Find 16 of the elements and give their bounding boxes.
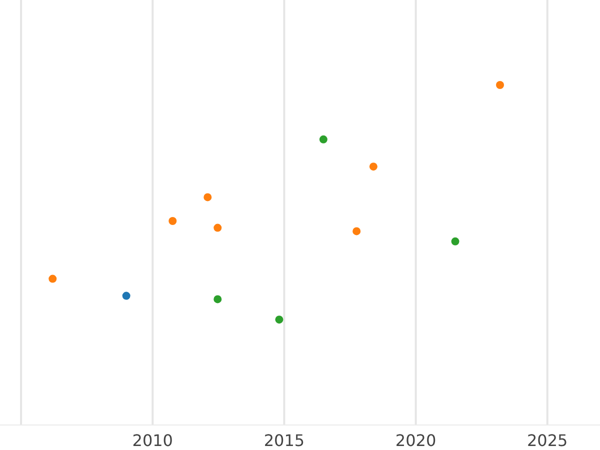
point bbox=[319, 135, 328, 144]
point bbox=[275, 316, 284, 324]
point bbox=[204, 193, 212, 202]
point bbox=[451, 237, 460, 246]
point bbox=[496, 81, 504, 89]
point bbox=[48, 274, 57, 283]
x-tick-label: 2015 bbox=[264, 431, 305, 450]
point bbox=[352, 227, 361, 236]
x-tick-label: 2025 bbox=[527, 431, 568, 450]
point bbox=[214, 224, 222, 232]
point bbox=[122, 292, 130, 300]
point bbox=[168, 217, 177, 225]
x-tick-label: 2020 bbox=[395, 431, 436, 450]
point bbox=[369, 162, 378, 171]
x-tick-label: 2010 bbox=[132, 431, 173, 450]
point bbox=[214, 295, 222, 304]
